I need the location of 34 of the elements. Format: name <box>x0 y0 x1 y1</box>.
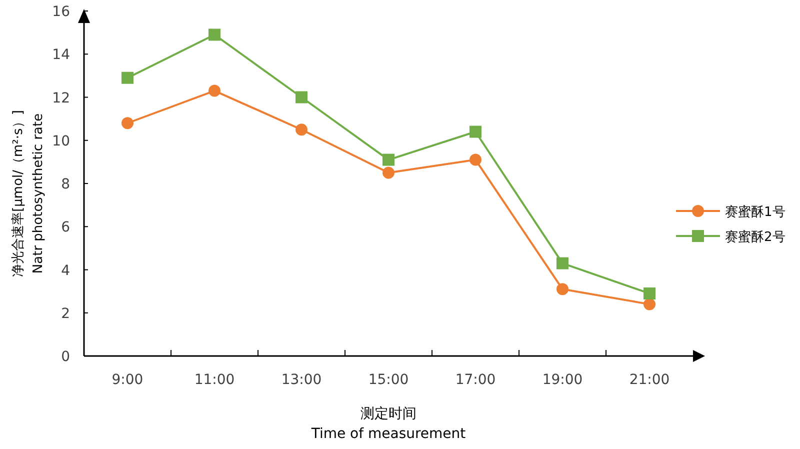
x-tick-label: 11:00 <box>194 372 235 388</box>
x-tick-label: 9:00 <box>112 372 144 388</box>
y-tick-label: 14 <box>52 47 70 64</box>
y-axis-title: 净光合速率[μmol/（m²·s）] Natr photosynthetic rate <box>10 110 46 277</box>
legend-label: 赛蜜酥2号 <box>725 229 786 245</box>
y-tick-label: 2 <box>61 306 70 322</box>
point <box>382 166 394 179</box>
point <box>208 28 220 41</box>
point <box>208 84 220 97</box>
point <box>556 257 568 270</box>
point <box>644 287 656 300</box>
point <box>296 124 308 136</box>
y-tick-label: 10 <box>52 133 70 150</box>
y-tick-label: 6 <box>61 220 70 236</box>
y-tick-label: 12 <box>52 90 70 106</box>
y-tick-label: 0 <box>61 349 70 365</box>
point <box>556 283 568 296</box>
y-tick-label: 16 <box>52 4 70 20</box>
point <box>382 154 394 166</box>
legend-label: 赛蜜酥1号 <box>725 204 786 220</box>
point <box>296 91 308 104</box>
point <box>644 298 656 310</box>
x-tick-label: 15:00 <box>368 372 409 388</box>
y-tick-label: 4 <box>61 262 70 279</box>
x-tick-label: 13:00 <box>281 372 322 388</box>
x-tick-label: 19:00 <box>542 372 583 388</box>
y-tick-label: 8 <box>61 176 70 192</box>
point <box>122 72 134 84</box>
point <box>122 117 134 130</box>
x-tick-label: 21:00 <box>629 372 670 388</box>
point <box>470 126 482 138</box>
x-axis-title: 测定时间 Time of measurement <box>310 406 466 442</box>
point <box>470 154 482 166</box>
x-tick-label: 17:00 <box>455 372 496 388</box>
